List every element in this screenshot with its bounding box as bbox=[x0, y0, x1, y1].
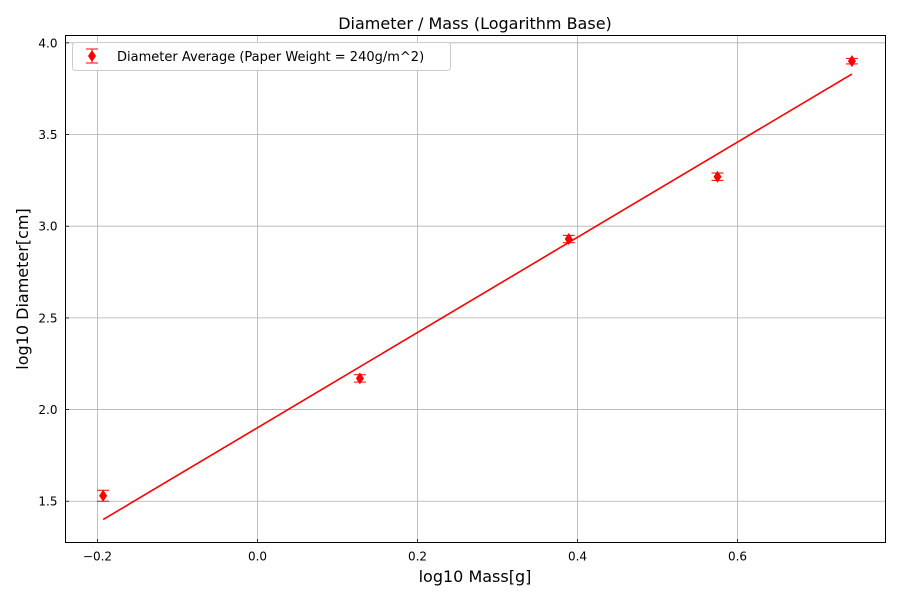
data-point bbox=[713, 170, 722, 183]
grid-lines bbox=[65, 35, 886, 543]
x-tick-label: −0.2 bbox=[83, 550, 112, 564]
y-axis: 1.5 2.0 2.5 3.0 3.5 4.0 bbox=[38, 36, 69, 509]
legend-frame bbox=[72, 42, 451, 71]
legend-label: Diameter Average (Paper Weight = 240g/m^… bbox=[117, 50, 424, 65]
fit-line bbox=[102, 73, 853, 521]
chart-title: Diameter / Mass (Logarithm Base) bbox=[338, 14, 612, 33]
y-tick-label: 2.0 bbox=[38, 403, 57, 417]
data-point bbox=[564, 233, 573, 246]
y-tick-label: 4.0 bbox=[38, 36, 57, 50]
x-axis-title: log10 Mass[g] bbox=[419, 567, 532, 586]
x-tick-label: 0.6 bbox=[728, 550, 747, 564]
legend-marker bbox=[86, 48, 98, 64]
x-tick-label: 0.0 bbox=[248, 550, 267, 564]
x-tick-label: 0.2 bbox=[408, 550, 427, 564]
plot-area-frame bbox=[65, 35, 886, 543]
data-point bbox=[99, 489, 108, 502]
data-point bbox=[355, 372, 364, 385]
data-point bbox=[847, 55, 856, 68]
x-tick-label: 0.4 bbox=[568, 550, 587, 564]
legend-diamond-icon bbox=[88, 50, 96, 62]
y-axis-title: log10 Diameter[cm] bbox=[13, 208, 32, 369]
legend: Diameter Average (Paper Weight = 240g/m^… bbox=[72, 42, 451, 71]
series-layer bbox=[97, 55, 858, 521]
x-axis: −0.2 0.0 0.2 0.4 0.6 bbox=[83, 539, 747, 564]
y-tick-label: 1.5 bbox=[38, 495, 57, 509]
y-tick-label: 3.0 bbox=[38, 220, 57, 234]
y-tick-label: 2.5 bbox=[38, 311, 57, 325]
y-tick-label: 3.5 bbox=[38, 128, 57, 142]
